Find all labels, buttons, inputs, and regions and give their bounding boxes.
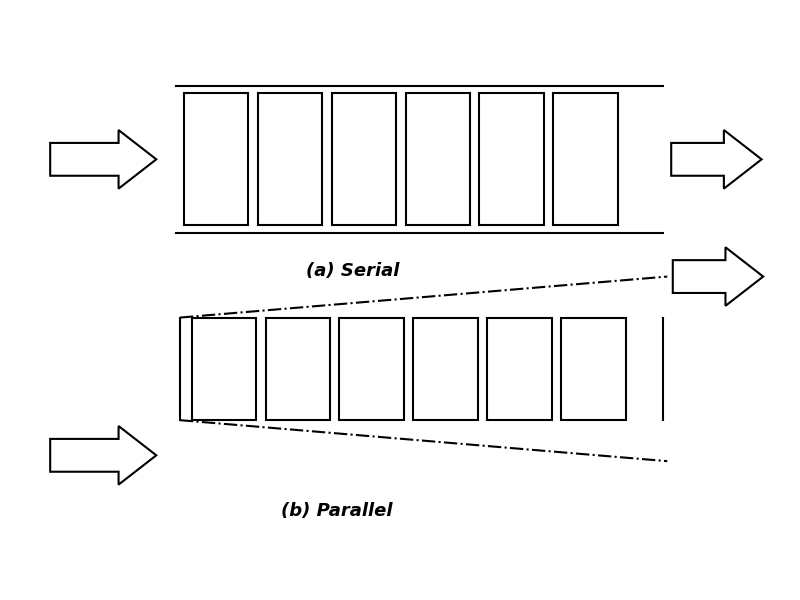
Bar	[266, 317, 330, 420]
Bar	[414, 317, 478, 420]
Bar	[561, 317, 626, 420]
Polygon shape	[673, 247, 763, 306]
Bar	[184, 93, 248, 225]
Bar	[406, 93, 470, 225]
Text: (b) Parallel: (b) Parallel	[282, 502, 393, 520]
Polygon shape	[50, 426, 156, 485]
Bar	[554, 93, 618, 225]
Bar	[479, 93, 544, 225]
Polygon shape	[671, 130, 762, 188]
Polygon shape	[50, 130, 156, 188]
Bar	[258, 93, 322, 225]
Text: (a) Serial: (a) Serial	[306, 262, 399, 280]
Bar	[339, 317, 404, 420]
Bar	[192, 317, 256, 420]
Bar	[332, 93, 396, 225]
Bar	[487, 317, 552, 420]
